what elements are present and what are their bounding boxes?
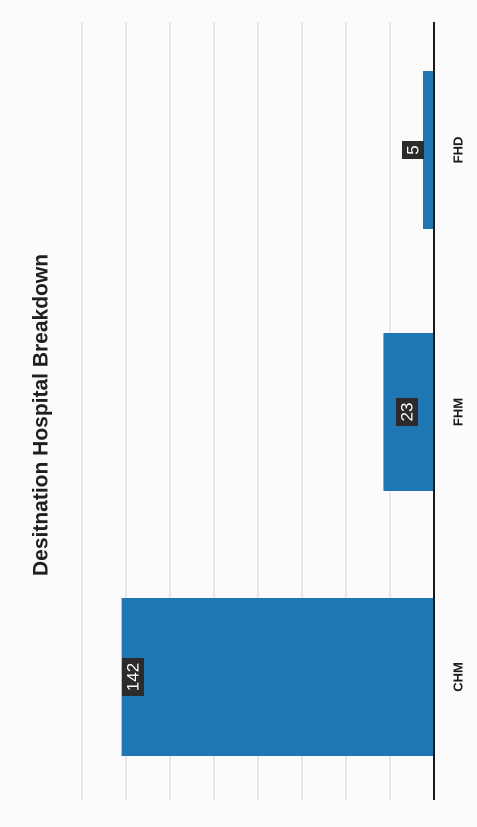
tick-label-fhd: FHD [451,137,466,164]
bar-fhd [423,71,434,229]
data-label-box [402,141,424,159]
tick-label-chm: CHM [451,662,466,692]
bar-chm [121,598,434,756]
data-label-chm: 142 [122,658,144,696]
bars [121,71,434,756]
gridlines [81,22,391,800]
data-label-value: 23 [398,403,417,422]
chart-title: Desitnation Hospital Breakdown [30,254,53,576]
data-label-box [122,658,144,696]
data-label-box [396,398,418,426]
data-labels: 142 23 5 [122,141,424,696]
tick-label-fhm: FHM [451,398,466,426]
data-label-fhd: 5 [402,141,424,159]
data-label-fhm: 23 [396,398,418,426]
data-label-value: 5 [404,145,423,154]
data-label-value: 142 [124,663,143,691]
category-tick-labels: CHM FHM FHD [451,137,466,692]
